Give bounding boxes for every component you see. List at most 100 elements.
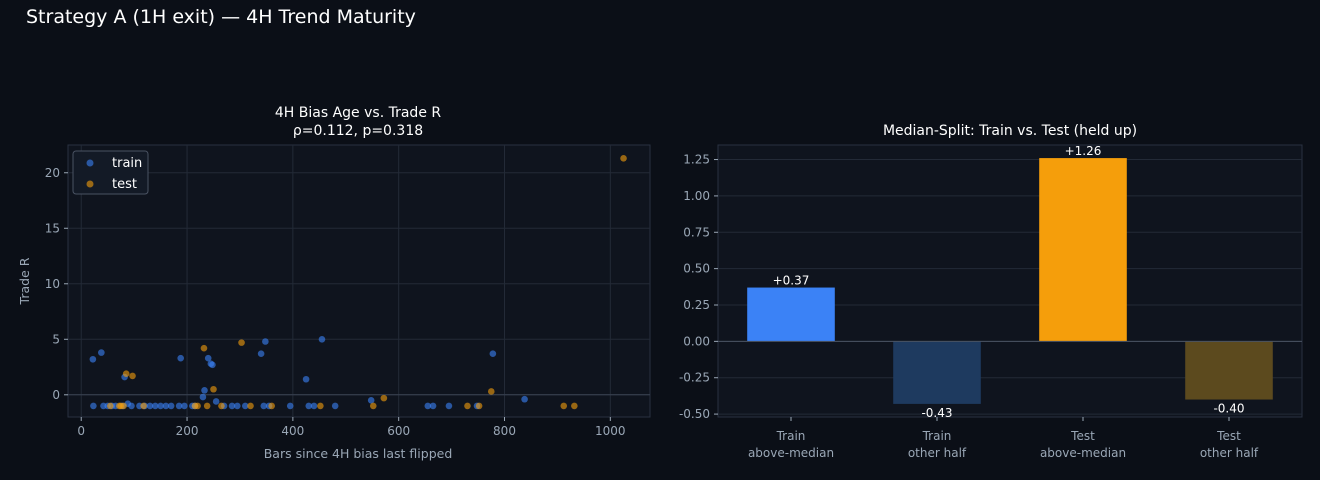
scatter-title-line2: ρ=0.112, p=0.318 xyxy=(293,123,423,139)
scatter-point-train xyxy=(429,402,437,410)
scatter-point-test xyxy=(369,402,377,410)
scatter-point-train xyxy=(305,402,313,410)
scatter-point-train xyxy=(175,402,183,410)
scatter-point-test xyxy=(200,344,208,352)
bar-y-tick-label: 0.50 xyxy=(683,262,710,276)
bar-value-labels: +0.37 -0.43 +1.26 -0.40 xyxy=(773,144,1245,420)
scatter-panel: 0 200 400 600 800 1000 0 5 10 15 20 4H Bias Age v… xyxy=(17,105,651,461)
bar-x-ticks: Train above-median Train other half Test abov… xyxy=(748,417,1259,460)
scatter-point-train xyxy=(489,350,497,358)
scatter-plot-area xyxy=(67,144,651,418)
scatter-point-test xyxy=(475,402,483,410)
scatter-point-test xyxy=(247,402,254,410)
legend-train-label: train xyxy=(112,156,142,171)
scatter-x-tick-label: 400 xyxy=(281,424,304,438)
bar-2 xyxy=(1039,158,1127,342)
bar-y-tick-label: 0.75 xyxy=(683,225,710,239)
scatter-x-tick-label: 1000 xyxy=(595,424,626,438)
scatter-point-train xyxy=(209,361,216,369)
bar-x-tick-label-line1: Test xyxy=(1216,429,1241,443)
bar-value-label: -0.43 xyxy=(921,406,952,420)
scatter-point-train xyxy=(260,402,268,410)
bars xyxy=(747,158,1273,404)
scatter-point-train xyxy=(367,397,375,404)
bar-x-tick-label-line2: above-median xyxy=(1040,446,1126,460)
scatter-y-tick-label: 15 xyxy=(45,221,60,235)
legend-test-marker xyxy=(86,180,94,188)
scatter-x-tick-label: 0 xyxy=(77,424,85,438)
scatter-point-train xyxy=(90,402,97,410)
scatter-y-tick-label: 5 xyxy=(52,332,60,346)
scatter-points xyxy=(89,155,627,410)
scatter-point-train xyxy=(152,402,159,410)
scatter-y-tick-label: 0 xyxy=(52,388,60,402)
scatter-point-train xyxy=(212,398,220,405)
scatter-point-test xyxy=(620,155,627,162)
bar-title: Median-Split: Train vs. Test (held up) xyxy=(883,123,1137,139)
scatter-title-line1: 4H Bias Age vs. Trade R xyxy=(275,105,441,121)
figure-title: Strategy A (1H exit) — 4H Trend Maturity xyxy=(26,6,416,28)
scatter-point-train xyxy=(162,402,170,410)
scatter-point-test xyxy=(317,402,324,410)
scatter-point-train xyxy=(234,402,241,410)
scatter-point-train xyxy=(201,387,208,394)
scatter-point-train xyxy=(302,375,310,383)
scatter-x-ticks: 0 200 400 600 800 1000 xyxy=(77,417,626,438)
scatter-point-test xyxy=(268,402,276,410)
scatter-point-test xyxy=(218,402,225,410)
scatter-x-tick-label: 200 xyxy=(176,424,199,438)
scatter-point-test xyxy=(122,370,130,378)
bar-x-tick-label-line1: Test xyxy=(1070,429,1095,443)
bar-y-tick-label: -0.25 xyxy=(679,371,710,385)
bar-y-tick-label: -0.50 xyxy=(679,407,710,421)
scatter-y-tick-label: 20 xyxy=(45,166,60,180)
scatter-point-test xyxy=(107,402,114,410)
scatter-y-ticks: 0 5 10 15 20 xyxy=(45,166,68,402)
scatter-point-test xyxy=(140,402,147,410)
scatter-point-train xyxy=(157,402,164,410)
scatter-point-test xyxy=(380,394,388,402)
scatter-point-train xyxy=(310,402,318,410)
scatter-point-train xyxy=(445,402,453,410)
legend-test-label: test xyxy=(112,177,137,192)
scatter-point-test xyxy=(487,388,495,395)
scatter-point-train xyxy=(128,402,135,410)
scatter-point-test xyxy=(571,402,578,410)
scatter-x-axis-label: Bars since 4H bias last flipped xyxy=(264,446,453,461)
scatter-point-train xyxy=(424,402,432,410)
bar-1 xyxy=(893,341,981,404)
bar-y-tick-label: 0.00 xyxy=(683,334,710,348)
scatter-point-train xyxy=(521,395,528,403)
scatter-point-test xyxy=(203,402,211,410)
scatter-y-axis-label: Trade R xyxy=(17,257,32,305)
bar-0 xyxy=(747,287,835,342)
scatter-point-train xyxy=(228,402,236,410)
scatter-point-train xyxy=(199,393,207,401)
bar-3 xyxy=(1185,341,1273,400)
scatter-point-train xyxy=(89,355,97,363)
scatter-point-test xyxy=(120,402,127,410)
scatter-point-train xyxy=(262,338,269,345)
scatter-point-train xyxy=(331,402,339,410)
scatter-point-train xyxy=(146,402,154,410)
scatter-point-test xyxy=(194,402,201,410)
scatter-point-test xyxy=(464,402,471,410)
scatter-point-train xyxy=(257,350,265,358)
scatter-point-train xyxy=(167,402,175,410)
bar-x-tick-label-line1: Train xyxy=(922,429,952,443)
scatter-point-train xyxy=(98,349,105,356)
scatter-point-test xyxy=(560,402,568,410)
bar-x-tick-label-line2: above-median xyxy=(748,446,834,460)
bar-y-tick-label: 0.25 xyxy=(683,298,710,312)
scatter-point-test xyxy=(210,385,217,393)
scatter-x-tick-label: 600 xyxy=(387,424,410,438)
scatter-point-train xyxy=(204,354,212,362)
bar-value-label: +0.37 xyxy=(773,274,810,288)
scatter-point-train xyxy=(286,402,294,410)
scatter-point-train xyxy=(177,354,184,362)
scatter-legend: train test xyxy=(72,150,149,195)
bar-value-label: +1.26 xyxy=(1065,144,1102,158)
scatter-point-test xyxy=(238,339,245,346)
bar-x-tick-label-line2: other half xyxy=(1200,446,1259,460)
